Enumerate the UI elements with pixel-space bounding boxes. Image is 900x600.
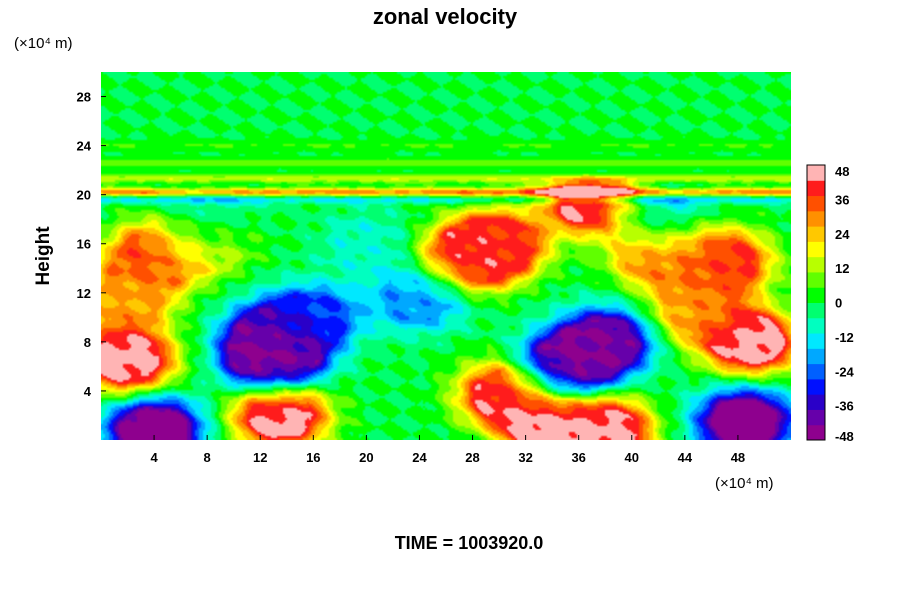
x-tick-label: 16 (306, 450, 320, 465)
colorbar-swatch (807, 195, 825, 212)
colorbar-outline (806, 164, 826, 441)
x-axis-ticks: 4 8 12 16 20 24 28 32 36 40 44 48 (150, 435, 745, 465)
y-unit-label: (×10⁴ m) (14, 35, 73, 52)
colorbar-swatch (807, 226, 825, 242)
colorbar-tick-label: -36 (835, 399, 854, 414)
colorbar-tick-label: 36 (835, 192, 849, 207)
colorbar-swatch (807, 256, 825, 273)
chart-title: zonal velocity (373, 4, 518, 29)
x-tick-label: 48 (731, 450, 745, 465)
colorbar-swatch (807, 165, 825, 181)
footer-time: TIME = 1003920.0 (395, 533, 544, 553)
colorbar-swatch (807, 241, 825, 258)
colorbar-swatch (807, 424, 825, 441)
colorbar-swatch (807, 302, 825, 319)
colorbar-tick-label: 24 (835, 227, 850, 242)
x-tick-label: 28 (465, 450, 479, 465)
colorbar-swatch (807, 180, 825, 197)
y-tick-label: 28 (77, 90, 91, 105)
colorbar-tick-label: -12 (835, 330, 854, 345)
colorbar-swatch (807, 378, 825, 395)
x-tick-label: 24 (412, 450, 427, 465)
y-tick-label: 8 (84, 335, 91, 350)
y-tick-label: 16 (77, 237, 91, 252)
x-tick-label: 36 (571, 450, 585, 465)
y-axis-ticks: 4 8 12 16 20 24 28 (77, 90, 106, 399)
x-tick-label: 44 (678, 450, 693, 465)
heatmap-field (101, 72, 791, 440)
colorbar-tick-label: -48 (835, 429, 854, 444)
colorbar-tick-label: 0 (835, 296, 842, 311)
colorbar-swatch (807, 394, 825, 410)
colorbar-swatch (807, 409, 825, 426)
y-tick-label: 24 (77, 139, 92, 154)
colorbar-tick-label: 12 (835, 261, 849, 276)
colorbar-swatch (807, 317, 825, 334)
x-tick-label: 40 (625, 450, 639, 465)
x-tick-label: 8 (204, 450, 211, 465)
y-tick-label: 12 (77, 286, 91, 301)
x-unit-label: (×10⁴ m) (715, 475, 774, 492)
y-tick-label: 20 (77, 188, 91, 203)
colorbar-swatch (807, 210, 825, 227)
colorbar-swatch (807, 287, 825, 303)
colorbar-swatch (807, 348, 825, 365)
x-tick-label: 12 (253, 450, 267, 465)
colorbar-tick-label: -24 (835, 364, 855, 379)
x-tick-label: 20 (359, 450, 373, 465)
colorbar-swatch (807, 333, 825, 349)
x-tick-label: 32 (518, 450, 532, 465)
colorbar-swatch (807, 363, 825, 380)
y-tick-label: 4 (84, 384, 92, 399)
colorbar-tick-label: 48 (835, 164, 849, 179)
colorbar-swatch (807, 271, 825, 288)
y-axis-label: Height (33, 226, 54, 286)
x-tick-label: 4 (150, 450, 158, 465)
colorbar: 48 36 24 12 0 -12 -24 -36 -48 (806, 164, 855, 444)
